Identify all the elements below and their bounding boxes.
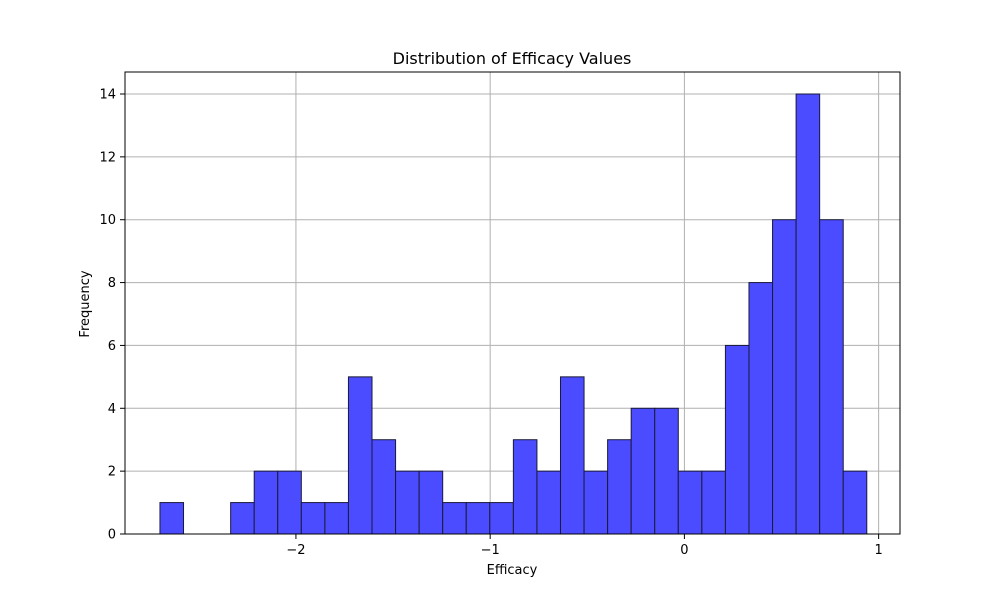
y-tick-label: 2 [108,465,116,480]
histogram-bar [654,407,679,535]
histogram-bar [748,282,774,535]
histogram-bar [630,407,656,535]
x-tick-label: −2 [286,543,305,558]
chart-title: Distribution of Efficacy Values [393,49,632,68]
x-tick-label: 1 [874,543,882,558]
histogram-bar [418,470,444,535]
y-tick-label: 8 [108,276,116,291]
histogram-bars [159,93,868,535]
x-tick-label: −1 [481,543,500,558]
histogram-bar [324,502,349,535]
histogram-bar [300,502,326,535]
y-axis-ticks: 0 2 4 6 8 10 12 14 [99,88,125,543]
histogram-bar [371,439,397,535]
x-axis-ticks: −2 −1 0 1 [286,534,883,558]
x-axis-label: Efficacy [487,563,538,578]
histogram-bar [489,502,514,535]
histogram-bar [159,502,185,535]
y-tick-label: 0 [108,528,116,543]
y-tick-label: 10 [99,213,116,228]
histogram-bar [772,219,797,535]
y-axis-label: Frequency [78,270,93,337]
histogram-bar [230,502,255,535]
y-tick-label: 12 [99,150,116,165]
histogram-bar [465,502,491,535]
histogram-bar [677,470,703,535]
histogram-bar [253,470,279,535]
histogram-bar [512,439,538,535]
y-tick-label: 14 [99,88,116,103]
histogram-bar [347,376,373,535]
histogram-bar [724,344,750,535]
histogram-bar [842,470,868,535]
plot-frame [124,71,901,535]
histogram-bar [277,470,302,535]
histogram-bar [559,376,585,535]
histogram-bar [536,470,561,535]
y-tick-label: 6 [108,339,116,354]
histogram-bar [395,470,420,535]
x-tick-label: 0 [680,543,688,558]
histogram-bar [583,470,609,535]
histogram-bar [607,439,632,535]
histogram-bar [442,502,467,535]
y-tick-label: 4 [108,402,116,417]
histogram-bar [701,470,726,535]
histogram-bar [795,93,821,535]
histogram-bar [819,219,844,535]
